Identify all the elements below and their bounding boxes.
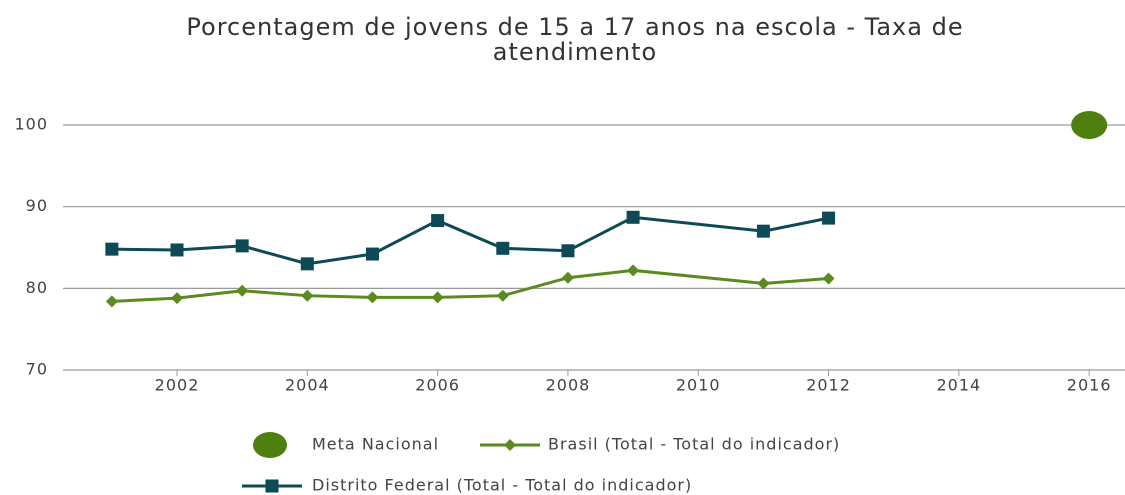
point [757, 277, 770, 290]
point [822, 272, 835, 285]
point [366, 291, 379, 304]
y-tick-label: 100 [14, 115, 48, 134]
point [431, 291, 444, 304]
y-tick-label: 90 [26, 196, 48, 215]
legend-label: Meta Nacional [312, 435, 439, 454]
x-tick-label: 2014 [936, 376, 981, 395]
point [822, 211, 836, 225]
point [105, 242, 119, 256]
point [171, 292, 184, 305]
legend-marker [253, 432, 287, 458]
legend-label: Distrito Federal (Total - Total do indic… [312, 476, 692, 495]
legend-marker [265, 479, 279, 493]
x-tick-label: 2016 [1067, 376, 1112, 395]
point [236, 284, 249, 297]
point [561, 271, 574, 284]
point [105, 295, 118, 308]
point [561, 244, 575, 258]
point [756, 224, 770, 238]
point [301, 289, 314, 302]
point [1071, 111, 1108, 140]
point [300, 257, 314, 271]
series-line [111, 268, 829, 303]
x-tick-label: 2004 [285, 376, 330, 395]
point [626, 210, 640, 224]
y-tick-label: 70 [26, 360, 48, 379]
point [496, 289, 509, 302]
x-tick-label: 2006 [415, 376, 460, 395]
point [170, 243, 184, 257]
x-tick-label: 2012 [806, 376, 851, 395]
point [365, 247, 379, 261]
point [627, 264, 640, 277]
point [496, 241, 510, 255]
y-tick-label: 80 [26, 278, 48, 297]
point [431, 214, 445, 228]
chart-title: Porcentagem de jovens de 15 a 17 anos na… [186, 13, 963, 41]
chart-title: atendimento [493, 38, 657, 66]
x-tick-label: 2010 [676, 376, 721, 395]
x-tick-label: 2008 [546, 376, 591, 395]
legend-marker [504, 439, 516, 451]
point [235, 239, 249, 253]
series-line [111, 215, 829, 266]
legend-label: Brasil (Total - Total do indicador) [548, 435, 840, 454]
x-tick-label: 2002 [155, 376, 200, 395]
